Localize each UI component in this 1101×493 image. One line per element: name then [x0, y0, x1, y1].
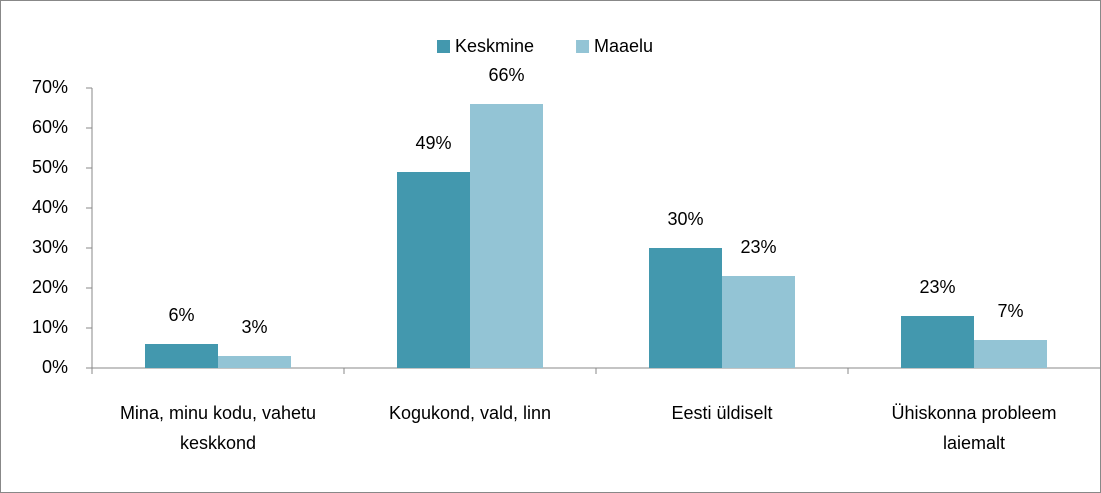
- bar: [722, 276, 795, 368]
- data-label: 30%: [667, 209, 703, 229]
- bar: [397, 172, 470, 368]
- data-label: 49%: [415, 133, 451, 153]
- data-label: 23%: [740, 237, 776, 257]
- bar: [649, 248, 722, 368]
- y-tick-label: 70%: [32, 77, 68, 97]
- y-tick-label: 40%: [32, 197, 68, 217]
- data-label: 3%: [241, 317, 267, 337]
- x-tick-label: Eesti üldiselt: [671, 403, 773, 423]
- legend-label: Keskmine: [455, 36, 534, 56]
- legend-label: Maaelu: [594, 36, 653, 56]
- data-label: 7%: [997, 301, 1023, 321]
- y-tick-label: 50%: [32, 157, 68, 177]
- data-label: 6%: [168, 305, 194, 325]
- data-label: 23%: [919, 277, 955, 297]
- x-tick-label: Kogukond, vald, linn: [388, 403, 552, 423]
- x-tick-label: Mina, minu kodu, vahetu keskkond: [119, 403, 317, 453]
- bar: [145, 344, 218, 368]
- bar: [974, 340, 1047, 368]
- legend-swatch: [437, 40, 450, 53]
- y-tick-label: 0%: [42, 357, 68, 377]
- y-tick-label: 20%: [32, 277, 68, 297]
- y-tick-label: 30%: [32, 237, 68, 257]
- bar: [218, 356, 291, 368]
- data-label: 66%: [488, 65, 524, 85]
- y-tick-label: 60%: [32, 117, 68, 137]
- bar: [470, 104, 543, 368]
- y-tick-label: 10%: [32, 317, 68, 337]
- bar: [901, 316, 974, 368]
- x-tick-label: Ühiskonna probleem laiemalt: [891, 403, 1057, 453]
- legend-swatch: [576, 40, 590, 53]
